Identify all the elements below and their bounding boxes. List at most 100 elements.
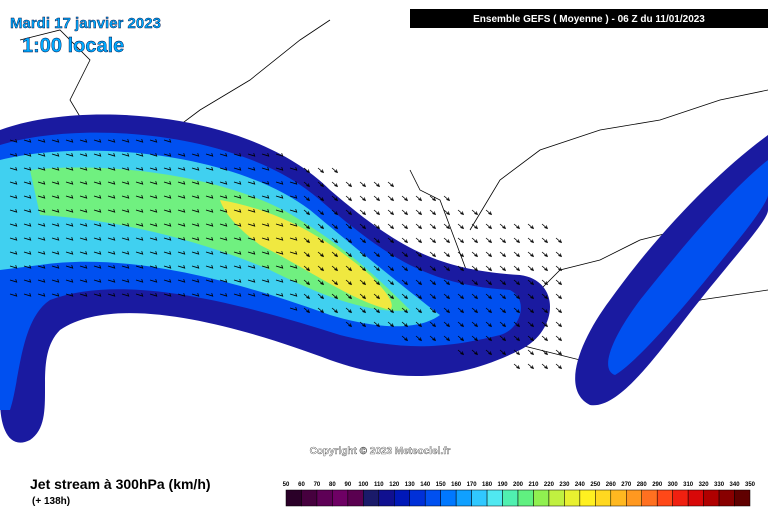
wind-arrow xyxy=(345,223,352,230)
legend-swatch xyxy=(332,489,349,507)
wind-arrow xyxy=(79,138,88,143)
wind-arrow xyxy=(373,181,380,188)
wind-arrow xyxy=(485,209,492,216)
wind-arrow xyxy=(233,222,242,227)
wind-arrow xyxy=(359,279,366,286)
wind-arrow xyxy=(541,335,548,342)
wind-arrow xyxy=(359,265,366,272)
wind-arrow xyxy=(289,222,298,227)
wind-arrow xyxy=(499,321,506,328)
wind-arrow xyxy=(415,335,422,342)
wind-arrow xyxy=(9,264,18,269)
wind-arrow xyxy=(317,195,324,202)
legend-tick-label: 90 xyxy=(345,482,352,488)
wind-arrow xyxy=(205,278,214,283)
legend-swatch xyxy=(455,489,472,507)
wind-arrow xyxy=(93,236,102,241)
legend-tick-label: 300 xyxy=(668,482,679,488)
wind-arrow xyxy=(275,180,284,185)
wind-arrow xyxy=(275,292,284,297)
wind-arrow xyxy=(415,237,422,244)
wind-arrow xyxy=(373,251,380,258)
wind-arrow xyxy=(401,293,408,300)
wind-arrow xyxy=(429,223,436,230)
wind-arrow xyxy=(289,264,298,269)
wind-arrow xyxy=(317,181,324,188)
legend-tick-label: 190 xyxy=(498,482,509,488)
wind-arrow xyxy=(219,152,228,157)
wind-arrow xyxy=(331,181,338,188)
wind-arrow xyxy=(499,335,506,342)
wind-arrow xyxy=(289,278,298,283)
wind-arrow xyxy=(457,251,464,258)
wind-arrow xyxy=(317,167,324,174)
wind-arrow xyxy=(205,292,214,297)
wind-arrow xyxy=(163,236,172,241)
color-legend: 50 60 70 80 90 100 110 120 130 140 150 160 170 180 190… xyxy=(283,482,756,507)
wind-arrow xyxy=(121,236,130,241)
wind-arrow xyxy=(163,180,172,185)
wind-arrow xyxy=(499,265,506,272)
wind-arrow xyxy=(149,194,158,199)
wind-arrow xyxy=(443,335,450,342)
wind-arrow xyxy=(303,223,310,230)
wind-arrow xyxy=(205,166,214,171)
wind-arrow xyxy=(429,209,436,216)
wind-arrow xyxy=(261,180,270,185)
wind-arrow xyxy=(471,349,478,356)
wind-arrow xyxy=(401,335,408,342)
wind-arrow xyxy=(219,222,228,227)
wind-arrow xyxy=(457,237,464,244)
wind-arrow xyxy=(65,152,74,157)
wind-arrow xyxy=(233,180,242,185)
wind-arrow xyxy=(443,265,450,272)
wind-arrow xyxy=(23,278,32,283)
wind-arrow xyxy=(289,250,298,255)
wind-arrow xyxy=(513,321,520,328)
wind-arrow xyxy=(303,195,310,202)
wind-arrow xyxy=(261,264,270,269)
wind-arrow xyxy=(107,264,116,269)
wind-arrow xyxy=(471,223,478,230)
wind-arrow xyxy=(275,222,284,227)
copyright: Copyright © 2023 Meteociel.fr xyxy=(310,446,451,457)
wind-arrow xyxy=(191,166,200,171)
wind-arrow xyxy=(527,279,534,286)
wind-arrow xyxy=(527,223,534,230)
legend-swatch xyxy=(734,489,751,507)
wind-arrow xyxy=(219,208,228,213)
wind-arrow xyxy=(163,264,172,269)
wind-arrow xyxy=(51,152,60,157)
wind-arrow xyxy=(107,152,116,157)
header-box xyxy=(410,9,768,28)
wind-arrow xyxy=(555,279,562,286)
wind-arrow xyxy=(443,251,450,258)
legend-tick-label: 130 xyxy=(405,482,416,488)
legend-swatch xyxy=(564,489,581,507)
wind-arrow xyxy=(121,138,130,143)
wind-arrow xyxy=(303,167,310,174)
wind-arrow xyxy=(555,265,562,272)
wind-arrow xyxy=(443,293,450,300)
wind-arrow xyxy=(135,222,144,227)
wind-arrow xyxy=(555,237,562,244)
wind-arrow xyxy=(387,209,394,216)
legend-tick-label: 50 xyxy=(283,482,290,488)
wind-arrow xyxy=(107,208,116,213)
wind-arrow xyxy=(429,265,436,272)
wind-arrow xyxy=(247,166,256,171)
wind-arrow xyxy=(527,251,534,258)
wind-arrow xyxy=(65,166,74,171)
legend-swatch xyxy=(641,489,658,507)
wind-arrow xyxy=(443,223,450,230)
wind-arrow xyxy=(275,166,284,171)
wind-arrow xyxy=(93,180,102,185)
wind-arrow xyxy=(219,236,228,241)
wind-arrow xyxy=(317,293,324,300)
wind-arrow xyxy=(513,251,520,258)
wind-arrow xyxy=(527,293,534,300)
wind-arrow xyxy=(107,180,116,185)
wind-arrow xyxy=(471,251,478,258)
wind-arrow xyxy=(93,264,102,269)
legend-swatch xyxy=(703,489,720,507)
